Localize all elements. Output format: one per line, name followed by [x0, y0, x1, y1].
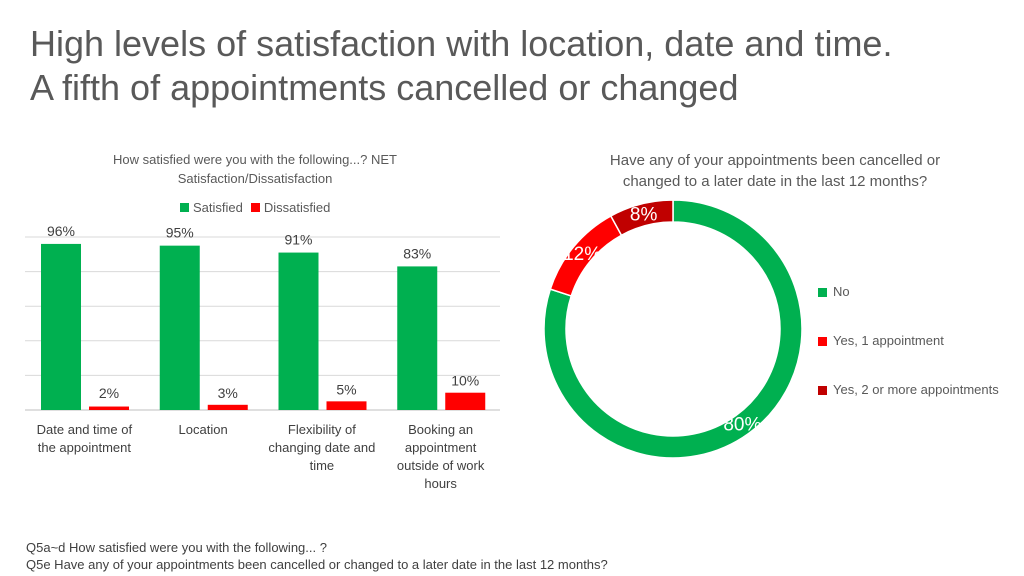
data-label-satisfied-1: 95% [166, 225, 194, 241]
donut-chart-legend: No Yes, 1 appointment Yes, 2 or more app… [818, 284, 999, 431]
legend-swatch-yes-two [818, 386, 827, 395]
legend-label-yes-two: Yes, 2 or more appointments [833, 382, 999, 397]
bar-chart: 96% 2% Date and time of the appointment 95% 3… [25, 223, 500, 491]
bar-chart-legend: Satisfied Dissatisfied [180, 200, 330, 215]
donut-slice-no [543, 199, 803, 459]
bar-satisfied-0 [41, 243, 81, 410]
page-title: High levels of satisfaction with locatio… [30, 22, 1010, 110]
bar-satisfied-2 [278, 252, 319, 410]
footnotes: Q5a~d How satisfied were you with the fo… [26, 539, 608, 573]
legend-item-yes-two: Yes, 2 or more appointments [818, 382, 999, 431]
bar-dissatisfied-1 [207, 404, 248, 410]
bar-chart-title: How satisfied were you with the followin… [60, 150, 450, 188]
category-label-2: Flexibility of changing date and time [268, 422, 375, 473]
legend-label-satisfied: Satisfied [193, 200, 243, 215]
data-label-satisfied-0: 96% [47, 223, 75, 239]
data-label-dissatisfied-1: 3% [218, 385, 238, 401]
footnote-2: Q5e Have any of your appointments been c… [26, 557, 608, 572]
legend-label-no: No [833, 284, 850, 299]
data-label-dissatisfied-3: 10% [451, 373, 479, 389]
donut-slice-yes-two [609, 199, 674, 237]
data-label-dissatisfied-0: 2% [99, 385, 119, 401]
data-label-satisfied-2: 91% [284, 232, 312, 248]
bar-satisfied-1 [159, 245, 200, 410]
footnote-1: Q5a~d How satisfied were you with the fo… [26, 540, 327, 555]
data-label-satisfied-3: 83% [403, 245, 431, 261]
legend-item-yes-one: Yes, 1 appointment [818, 333, 999, 382]
legend-label-yes-one: Yes, 1 appointment [833, 333, 944, 348]
donut-label-yes-two: 8% [630, 205, 658, 226]
data-label-dissatisfied-2: 5% [336, 381, 356, 397]
donut-chart: 80% 12% 8% [543, 199, 803, 459]
bar-chart-title-line-1: How satisfied were you with the followin… [113, 152, 397, 167]
donut-label-no: 80% [723, 414, 761, 435]
bar-dissatisfied-3 [445, 392, 486, 410]
legend-item-dissatisfied: Dissatisfied [250, 200, 331, 215]
legend-swatch-yes-one [818, 337, 827, 346]
category-label-1: Location [179, 422, 228, 437]
legend-swatch-no [818, 288, 827, 297]
donut-chart-title-line-1: Have any of your appointments been cance… [609, 152, 941, 169]
category-label-0: Date and time of the appointment [37, 422, 133, 455]
legend-item-no: No [818, 284, 999, 333]
donut-chart-title: Have any of your appointments been cance… [580, 150, 970, 192]
donut-label-yes-one: 12% [563, 244, 601, 265]
bar-satisfied-3 [397, 266, 438, 410]
donut-chart-title-line-2: changed to a later date in the last 12 m… [622, 173, 928, 190]
title-line-2: A fifth of appointments cancelled or cha… [30, 67, 739, 108]
legend-swatch-dissatisfied [250, 203, 260, 212]
bar-dissatisfied-0 [89, 406, 129, 410]
legend-item-satisfied: Satisfied [180, 200, 243, 215]
category-label-3: Booking an appointment outside of work hour… [397, 422, 485, 491]
legend-label-dissatisfied: Dissatisfied [263, 200, 331, 215]
bar-chart-title-line-2: Satisfaction/Dissatisfaction [177, 171, 333, 186]
bar-dissatisfied-2 [326, 401, 367, 410]
legend-swatch-satisfied [180, 203, 189, 212]
title-line-1: High levels of satisfaction with locatio… [30, 23, 893, 64]
